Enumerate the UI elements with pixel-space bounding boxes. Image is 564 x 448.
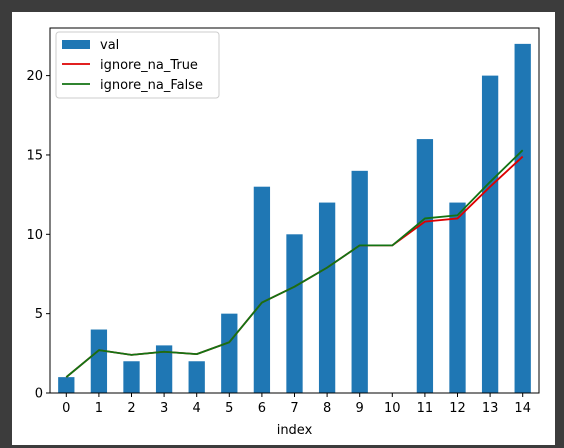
x-tick-label: 4 bbox=[193, 401, 201, 416]
x-tick-label: 12 bbox=[449, 401, 466, 416]
y-tick-label: 10 bbox=[26, 228, 43, 243]
y-tick-label: 20 bbox=[26, 69, 43, 84]
bar-4 bbox=[188, 361, 205, 393]
x-tick-label: 9 bbox=[356, 401, 364, 416]
y-tick-label: 5 bbox=[35, 307, 43, 322]
legend-label-ignore-na-false: ignore_na_False bbox=[100, 78, 203, 93]
bar-7 bbox=[286, 234, 303, 393]
legend-label-val: val bbox=[100, 38, 119, 53]
legend: val ignore_na_True ignore_na_False bbox=[55, 31, 220, 99]
x-tick-label: 1 bbox=[95, 401, 103, 416]
bar-5 bbox=[221, 313, 238, 393]
x-axis-title: index bbox=[277, 423, 313, 438]
series-line-ignore-na-false bbox=[65, 149, 524, 378]
bar-13 bbox=[481, 75, 499, 393]
bar-11 bbox=[416, 139, 434, 393]
legend-box bbox=[55, 31, 220, 99]
bar-8 bbox=[318, 202, 336, 393]
x-tick-label: 8 bbox=[323, 401, 331, 416]
bar-6 bbox=[253, 186, 271, 393]
y-tick-label: 15 bbox=[26, 148, 43, 163]
x-tick-label: 7 bbox=[290, 401, 298, 416]
x-tick-label: 2 bbox=[127, 401, 135, 416]
x-tick-label: 14 bbox=[514, 401, 531, 416]
x-tick-label: 10 bbox=[384, 401, 401, 416]
x-tick-label: 13 bbox=[482, 401, 499, 416]
x-tick-label: 6 bbox=[258, 401, 266, 416]
legend-label-ignore-na-true: ignore_na_True bbox=[100, 58, 198, 73]
x-tick-label: 5 bbox=[225, 401, 233, 416]
bar-3 bbox=[155, 345, 173, 393]
bar-2 bbox=[123, 361, 140, 393]
chart-figure: 0 5 10 15 20 0 1 2 3 4 5 6 7 8 9 10 11 12 13 14 index val i… bbox=[12, 12, 555, 445]
bar-0 bbox=[58, 377, 75, 393]
x-tick-label: 0 bbox=[62, 401, 70, 416]
y-tick-label: 0 bbox=[35, 387, 43, 402]
bar-1 bbox=[90, 329, 108, 393]
bar-9 bbox=[351, 170, 368, 393]
x-tick-label: 3 bbox=[160, 401, 168, 416]
bar-14 bbox=[514, 43, 531, 393]
bar-12 bbox=[449, 202, 466, 393]
x-tick-label: 11 bbox=[417, 401, 434, 416]
legend-swatch-val bbox=[62, 40, 90, 49]
